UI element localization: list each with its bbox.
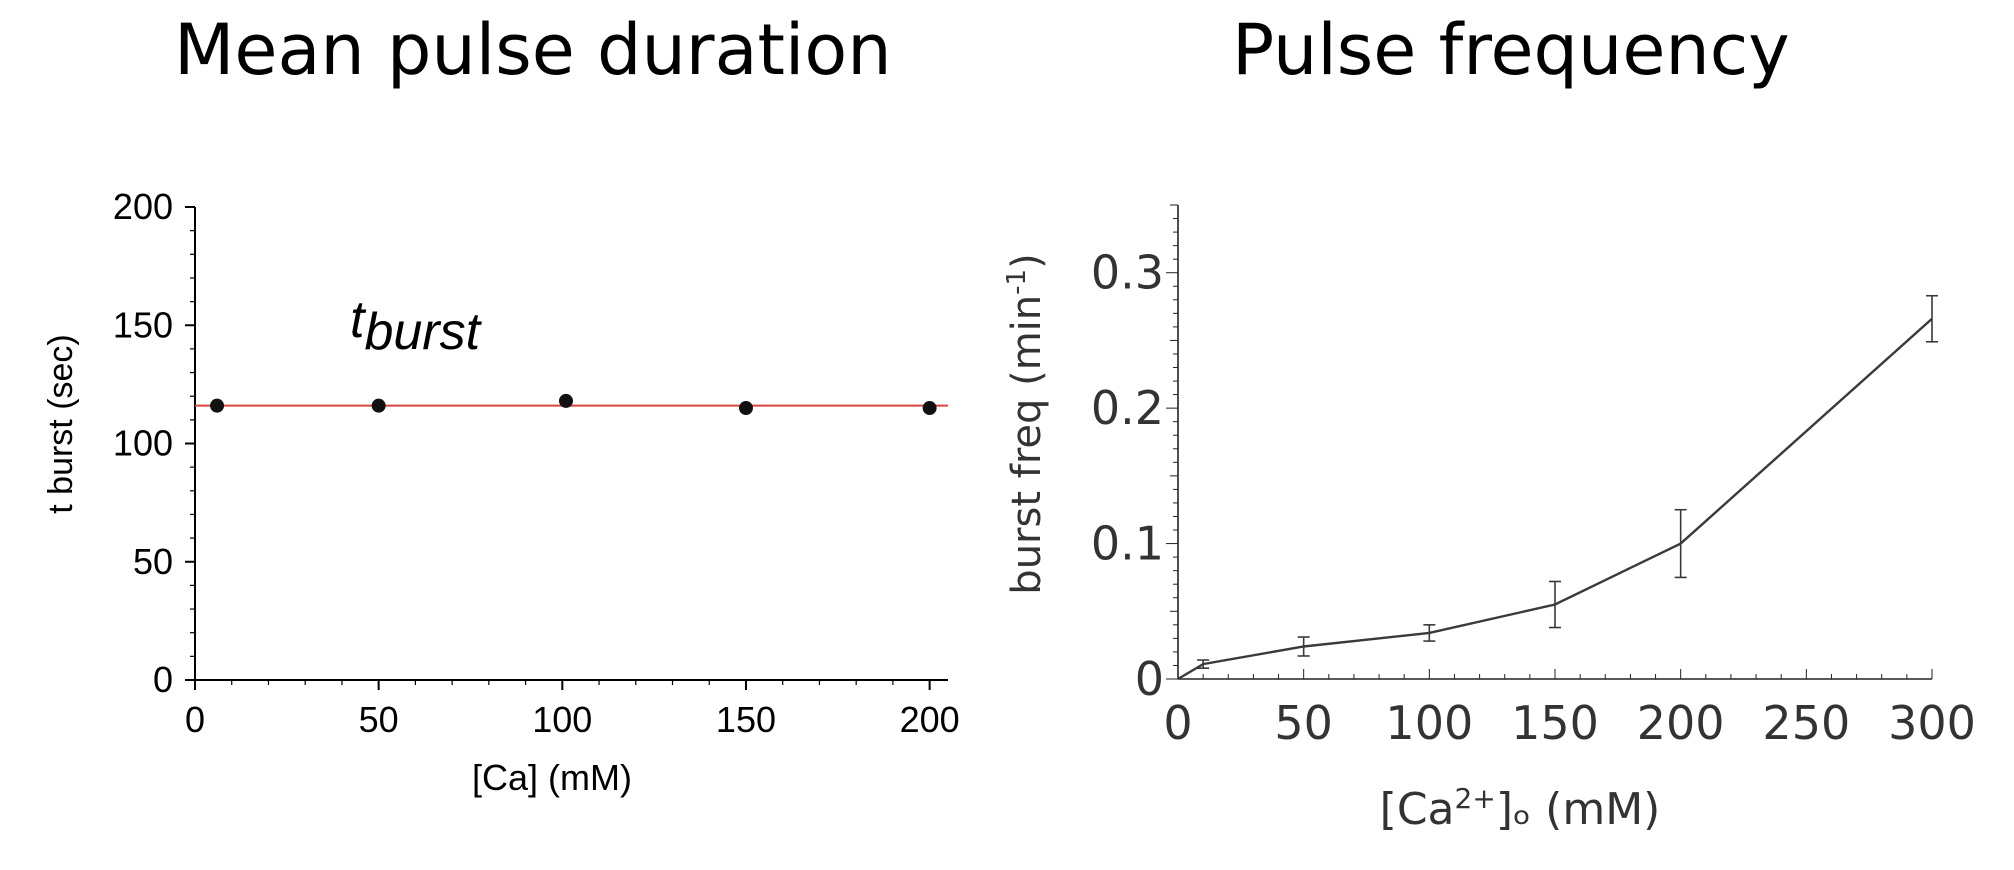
x-tick-label: 50 xyxy=(359,699,399,740)
x-axis-label-main: [Ca xyxy=(1380,784,1455,835)
y-tick-label: 0.1 xyxy=(1091,517,1164,571)
y-tick-label: 0 xyxy=(153,659,173,700)
x-tick-label: 200 xyxy=(900,699,960,740)
data-point xyxy=(210,398,225,413)
annotation-t-burst: tburst xyxy=(350,291,483,361)
data-point xyxy=(738,401,753,416)
y-tick-label: 0 xyxy=(1135,652,1164,706)
x-axis-label-tail: ]ₒ (mM) xyxy=(1496,784,1661,835)
data-point xyxy=(922,401,937,416)
x-tick-label: 100 xyxy=(532,699,592,740)
x-axis-label: [Ca2+]ₒ (mM) xyxy=(1380,782,1661,836)
annotation-subscript: burst xyxy=(364,303,482,361)
x-axis-label-superscript: 2+ xyxy=(1455,782,1496,815)
y-tick-label: 200 xyxy=(113,186,173,227)
x-tick-label: 250 xyxy=(1762,696,1850,750)
data-point xyxy=(558,393,573,408)
data-point xyxy=(371,398,386,413)
y-axis-label-tail: ) xyxy=(1004,253,1050,269)
x-tick-label: 100 xyxy=(1385,696,1473,750)
y-axis-label: burst freq (min-1) xyxy=(1002,253,1050,594)
y-tick-label: 0.3 xyxy=(1091,246,1164,300)
annotation-base: t xyxy=(350,291,367,349)
x-tick-label: 0 xyxy=(1163,696,1192,750)
x-tick-label: 0 xyxy=(185,699,205,740)
left-chart-title: Mean pulse duration xyxy=(174,9,892,91)
y-tick-label: 150 xyxy=(113,304,173,345)
right-chart-title: Pulse frequency xyxy=(1232,9,1790,91)
x-tick-label: 200 xyxy=(1637,696,1725,750)
y-tick-label: 100 xyxy=(113,423,173,464)
x-tick-label: 50 xyxy=(1274,696,1333,750)
x-tick-label: 300 xyxy=(1888,696,1976,750)
y-axis-label-main: burst freq (min xyxy=(1004,295,1050,595)
y-tick-label: 50 xyxy=(133,541,173,582)
y-tick-label: 0.2 xyxy=(1091,381,1164,435)
x-tick-label: 150 xyxy=(1511,696,1599,750)
x-axis-label: [Ca] (mM) xyxy=(472,757,632,798)
y-axis-label-superscript: -1 xyxy=(1002,269,1032,295)
x-tick-label: 150 xyxy=(716,699,776,740)
y-axis-label: t burst (sec) xyxy=(42,334,80,513)
